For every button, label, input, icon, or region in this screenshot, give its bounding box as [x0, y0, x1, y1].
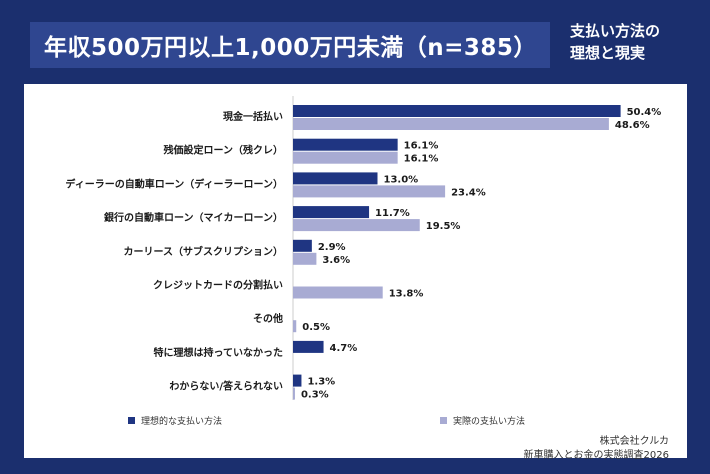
value-label-ideal: 13.0% — [384, 174, 419, 185]
bar-actual — [293, 185, 446, 198]
value-label-actual: 19.5% — [426, 221, 461, 232]
bar-ideal — [293, 105, 621, 117]
category-label: カーリース（サブスクリプション） — [124, 245, 284, 258]
bar-actual — [293, 387, 295, 400]
value-label-ideal: 16.1% — [404, 141, 439, 152]
value-label-ideal: 4.7% — [330, 343, 358, 354]
value-label-ideal: 50.4% — [627, 107, 662, 118]
value-label-ideal: 2.9% — [318, 242, 346, 253]
value-label-actual: 48.6% — [615, 120, 650, 131]
category-label: その他 — [253, 312, 283, 325]
value-label-actual: 23.4% — [451, 187, 486, 198]
subtitle-line-2: 理想と現実 — [570, 44, 646, 62]
legend-actual: 実際の支払い方法 — [440, 414, 525, 427]
bar-actual — [293, 118, 609, 130]
credit-company: 株式会社クルカ — [599, 436, 669, 447]
chart-panel: 現金一括払い 50.4% 48.6% 残価設定ローン（残クレ） 16.1% 16.1% ディ… — [24, 84, 687, 461]
category-label: クレジットカードの分割払い — [153, 279, 283, 292]
value-label-actual: 16.1% — [404, 154, 439, 165]
legend-label-actual: 実際の支払い方法 — [453, 417, 526, 427]
category-label: わからない/答えられない — [169, 380, 283, 393]
chart-title: 年収500万円以上1,000万円未満（n=385） — [44, 35, 537, 61]
bar-ideal — [293, 374, 302, 387]
value-label-actual: 0.3% — [301, 390, 329, 401]
legend-swatch-actual — [440, 417, 447, 424]
credit-survey: 新車購入とお金の実態調査2026 — [523, 450, 669, 461]
bar-actual — [293, 151, 398, 164]
bar-actual — [293, 219, 420, 232]
value-label-actual: 3.6% — [322, 255, 350, 266]
bar-ideal — [293, 138, 398, 151]
bar-chart: 現金一括払い 50.4% 48.6% 残価設定ローン（残クレ） 16.1% 16.1% ディ… — [65, 96, 662, 401]
title-banner: 年収500万円以上1,000万円未満（n=385） — [30, 22, 550, 68]
bar-ideal — [293, 206, 370, 219]
bar-actual — [293, 320, 297, 333]
value-label-ideal: 11.7% — [375, 208, 410, 219]
legend-swatch-ideal — [128, 417, 135, 424]
bar-ideal — [293, 172, 378, 185]
subtitle-line-1: 支払い方法の — [570, 22, 661, 40]
bar-ideal — [293, 340, 324, 353]
category-label: 銀行の自動車ローン（マイカーローン） — [104, 211, 283, 224]
chart-subtitle: 支払い方法の 理想と現実 — [570, 20, 660, 64]
value-label-ideal: 1.3% — [307, 377, 335, 388]
value-label-actual: 13.8% — [389, 289, 424, 300]
value-label-actual: 0.5% — [302, 322, 330, 333]
category-label: 残価設定ローン（残クレ） — [164, 144, 284, 157]
legend-ideal: 理想的な支払い方法 — [128, 414, 222, 427]
category-label: 現金一括払い — [223, 110, 283, 123]
bar-actual — [293, 286, 383, 299]
bar-actual — [293, 252, 317, 265]
category-label: 特に理想は持っていなかった — [154, 346, 284, 359]
category-label: ディーラーの自動車ローン（ディーラーローン） — [65, 177, 283, 190]
bar-ideal — [293, 239, 312, 252]
legend-label-ideal: 理想的な支払い方法 — [141, 417, 223, 427]
